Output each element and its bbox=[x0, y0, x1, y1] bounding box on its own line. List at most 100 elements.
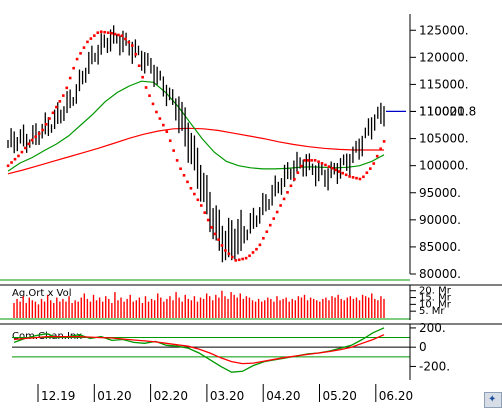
sar-dot bbox=[227, 252, 231, 256]
sar-dot bbox=[231, 255, 234, 259]
sar-dot bbox=[51, 111, 55, 115]
app-logo-icon: ✦ bbox=[484, 392, 502, 408]
sar-dot bbox=[286, 191, 289, 194]
sar-dot bbox=[72, 66, 75, 70]
sar-dots bbox=[6, 30, 386, 262]
sar-dot bbox=[165, 130, 169, 133]
last-value-label: 110021.8 bbox=[419, 104, 476, 118]
sar-dot bbox=[203, 211, 207, 214]
sar-dot bbox=[237, 258, 241, 262]
price-y-tick-label: 115000. bbox=[419, 77, 469, 91]
sar-dot bbox=[224, 249, 227, 252]
sar-dot bbox=[248, 254, 251, 258]
sar-dot bbox=[255, 247, 258, 251]
sar-dot bbox=[89, 37, 93, 40]
sar-dot bbox=[300, 164, 303, 168]
sar-dot bbox=[303, 159, 307, 162]
sar-dot bbox=[206, 218, 210, 222]
sar-dot bbox=[65, 86, 69, 90]
sar-dot bbox=[27, 142, 31, 146]
sar-dot bbox=[196, 198, 200, 202]
sar-dot bbox=[320, 162, 324, 165]
sar-dot bbox=[351, 176, 355, 179]
sar-dot bbox=[41, 128, 44, 132]
sar-dot bbox=[117, 33, 120, 37]
sar-dot bbox=[279, 204, 282, 207]
sar-dot bbox=[272, 217, 276, 220]
sar-dot bbox=[379, 147, 382, 151]
oscillator-y-ticks: 200. 0 -200. bbox=[410, 321, 450, 373]
sar-dot bbox=[124, 37, 127, 41]
sar-dot bbox=[55, 105, 58, 109]
sar-dot bbox=[30, 138, 34, 142]
sar-dot bbox=[334, 168, 338, 172]
x-tick-label: 06.20 bbox=[379, 389, 413, 403]
sar-dot bbox=[262, 236, 265, 240]
sar-dot bbox=[144, 86, 148, 89]
sar-dot bbox=[103, 30, 106, 34]
sar-dot bbox=[151, 102, 155, 106]
sar-dot bbox=[341, 171, 345, 175]
ma-long-line bbox=[7, 127, 384, 175]
sar-dot bbox=[251, 251, 255, 254]
sar-dot bbox=[155, 110, 158, 114]
sar-dot bbox=[365, 171, 369, 175]
sar-dot bbox=[120, 34, 124, 38]
sar-dot bbox=[68, 76, 72, 80]
price-panel: 125000. 120000. 115000. 110000. 105000. 10000… bbox=[0, 14, 476, 281]
x-tick-label: 03.20 bbox=[210, 389, 244, 403]
sar-dot bbox=[82, 46, 86, 49]
sar-dot bbox=[210, 226, 213, 229]
sar-dot bbox=[282, 197, 286, 201]
volume-y-tick-label: 5. Mr bbox=[419, 306, 445, 317]
price-y-tick-label: 95000. bbox=[419, 186, 461, 200]
sar-dot bbox=[193, 192, 196, 196]
sar-dot bbox=[141, 75, 144, 79]
price-bars bbox=[7, 25, 385, 263]
sar-dot bbox=[355, 176, 358, 180]
volume-y-tick-label: 20. Mr bbox=[419, 286, 452, 297]
sar-dot bbox=[382, 140, 386, 143]
sar-dot bbox=[137, 64, 141, 68]
sar-dot bbox=[344, 173, 348, 177]
oscillator-y-tick-label: 0 bbox=[419, 340, 427, 354]
sar-dot bbox=[48, 117, 51, 120]
sar-dot bbox=[372, 162, 376, 165]
volume-bars bbox=[13, 290, 385, 318]
sar-dot bbox=[20, 150, 24, 154]
sar-dot bbox=[369, 167, 372, 170]
price-y-ticks: 125000. 120000. 115000. 110000. 105000. 10000… bbox=[410, 23, 476, 281]
sar-dot bbox=[289, 184, 293, 188]
sar-dot bbox=[331, 166, 334, 170]
sar-dot bbox=[86, 40, 89, 44]
sar-dot bbox=[182, 174, 186, 177]
sar-dot bbox=[358, 177, 362, 181]
sar-dot bbox=[186, 180, 189, 184]
sar-dot bbox=[324, 163, 327, 167]
sar-dot bbox=[306, 159, 310, 162]
sar-dot bbox=[37, 132, 41, 135]
price-y-tick-label: 100000. bbox=[419, 159, 469, 173]
sar-dot bbox=[162, 123, 165, 127]
price-y-tick-label: 110000. bbox=[419, 105, 469, 119]
sar-dot bbox=[13, 157, 17, 161]
sar-dot bbox=[113, 32, 117, 36]
sar-dot bbox=[75, 57, 79, 61]
sar-dot bbox=[99, 30, 103, 34]
price-y-tick-label: 85000. bbox=[419, 240, 461, 254]
sar-dot bbox=[175, 159, 179, 162]
sar-dot bbox=[220, 244, 224, 247]
volume-panel-title: Ag.Ort x Vol bbox=[12, 288, 72, 299]
sar-dot bbox=[313, 159, 317, 162]
sar-dot bbox=[93, 34, 96, 37]
sar-dot bbox=[158, 117, 162, 120]
sar-dot bbox=[6, 164, 10, 168]
sar-dot bbox=[244, 256, 248, 260]
sar-dot bbox=[179, 167, 182, 171]
sar-dot bbox=[58, 100, 62, 103]
sar-dot bbox=[268, 223, 272, 227]
sar-dot bbox=[172, 149, 175, 152]
oscillator-y-tick-label: 200. bbox=[419, 321, 446, 335]
